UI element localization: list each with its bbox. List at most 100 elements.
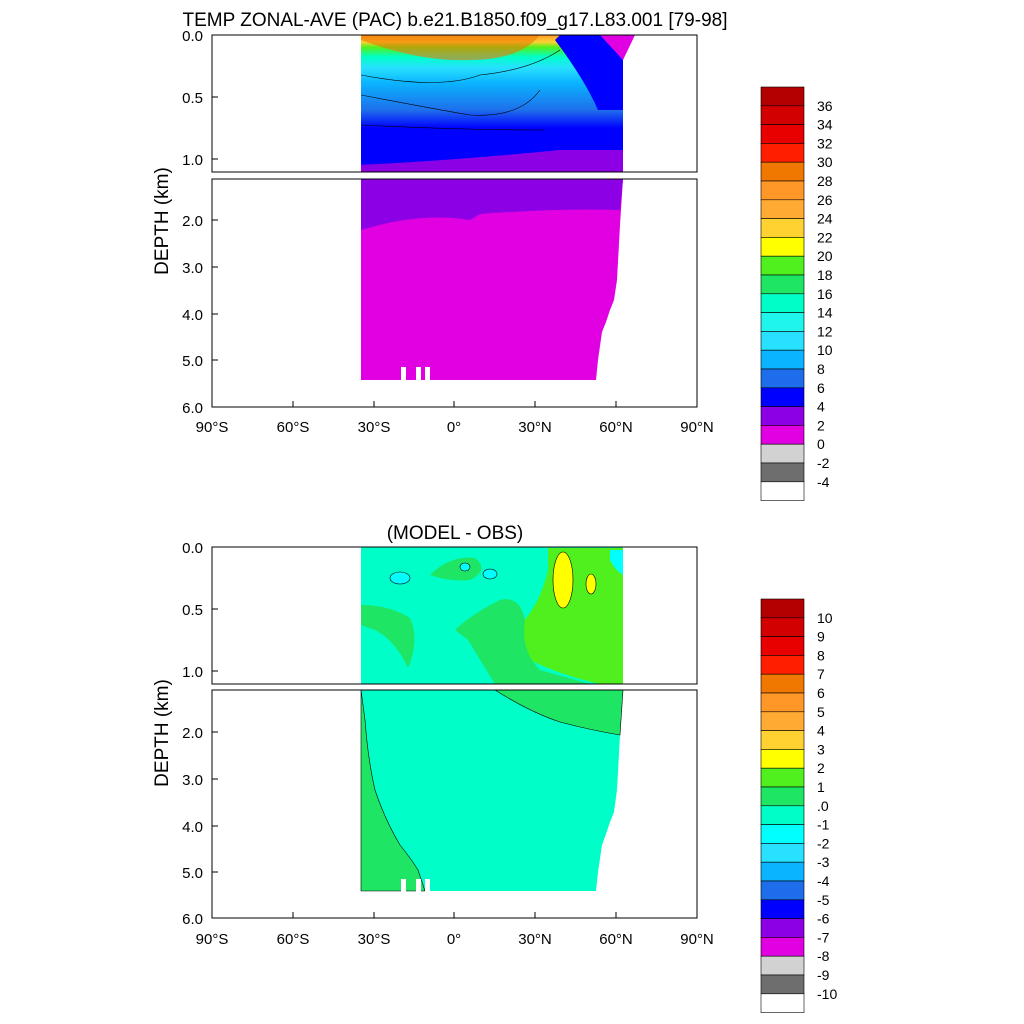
diff-ytick-5: 4.0 [182,819,203,836]
diff-colorbar-swatch [760,880,805,901]
temp-colorbar-swatch [760,274,805,295]
diff-colorbar-label: -3 [817,854,830,870]
temp-colorbar-swatch [760,349,805,370]
temp-colorbar-label: 20 [817,248,833,264]
diff-colorbar-label: -7 [817,929,830,945]
diff-colorbar-swatch [760,805,805,825]
temp-colorbar-swatch [760,481,805,501]
temp-colorbar-label: 24 [817,211,833,227]
temp-colorbar-swatch [760,255,805,276]
diff-colorbar-label: -9 [817,967,830,983]
temp-colorbar-swatch [760,218,805,238]
diff-colorbar-swatch [760,974,805,995]
diff-colorbar-swatch [760,824,805,844]
diff-colorbar-label: 10 [817,610,833,626]
temp-colorbar-label: 6 [817,380,825,396]
temp-colorbar-label: 28 [817,173,833,189]
diff-ylabel: DEPTH (km) [152,679,173,787]
temp-colorbar-swatch [760,161,805,182]
temp-colorbar-label: 34 [817,117,833,133]
temp-xtick-2: 30°S [358,419,391,436]
diff-colorbar-swatch [760,843,805,863]
temp-colorbar-label: -4 [817,474,830,490]
temp-colorbar-label: 8 [817,361,825,377]
diff-ytick-4: 3.0 [182,772,203,789]
temp-colorbar-swatch [760,199,805,219]
diff-xtick-6: 90°N [680,931,714,948]
temp-ylabel: DEPTH (km) [152,167,173,275]
temp-colorbar-swatch [760,462,805,483]
temp-colorbar-swatch [760,180,805,201]
diff-colorbar-label: -2 [817,835,830,851]
diff-colorbar-swatch [760,598,805,619]
temp-colorbar-label: 4 [817,399,825,415]
temp-upper-panel [211,34,698,173]
diff-upper-panel [211,546,698,685]
diff-colorbar-label: 1 [817,779,825,795]
temp-colorbar-label: 12 [817,323,833,339]
temp-colorbar-label: 30 [817,154,833,170]
diff-xtick-3: 0° [447,931,461,948]
temp-x-ticks: 90°S 60°S 30°S 0° 30°N 60°N 90°N [196,401,714,436]
diff-ytick-0: 0.0 [182,540,203,557]
temp-colorbar-swatch [760,368,805,389]
diff-colorbar-label: 6 [817,685,825,701]
temp-colorbar-label: 36 [817,98,833,114]
diff-colorbar-swatch [760,692,805,713]
diff-y-ticks: 0.0 0.5 1.0 2.0 3.0 4.0 5.0 6.0 [182,540,218,928]
diff-colorbar-swatch [760,730,805,750]
diff-colorbar: 10 9 8 7 6 5 4 3 2 1 .0 -1 -2 -3 -4 -5 -6 -7 -8 -9 -10 [760,598,837,1013]
temp-colorbar-swatch [760,124,805,144]
diff-colorbar-swatch [760,655,805,675]
temp-colorbar-swatch [760,331,805,351]
diff-xtick-5: 60°N [599,931,633,948]
diff-x-ticks: 90°S 60°S 30°S 0° 30°N 60°N 90°N [196,912,714,948]
diff-colorbar-label: -8 [817,948,830,964]
temp-upper-field [360,35,635,172]
diff-xtick-1: 60°S [277,931,310,948]
diff-colorbar-swatch [760,767,805,788]
diff-colorbar-label: -4 [817,873,830,889]
temp-y-ticks: 0.0 0.5 1.0 2.0 3.0 4.0 5.0 6.0 [182,28,218,417]
temp-colorbar-label: 2 [817,417,825,433]
diff-colorbar-label: 5 [817,704,825,720]
temp-colorbar-label: 16 [817,286,833,302]
diff-colorbar-label: -1 [817,817,830,833]
temp-xtick-6: 90°N [680,419,714,436]
temp-ytick-7: 6.0 [182,400,203,417]
diff-colorbar-swatch [760,993,805,1013]
diff-ytick-3: 2.0 [182,725,203,742]
temp-xtick-0: 90°S [196,419,229,436]
temp-colorbar-swatch [760,293,805,313]
diff-xtick-0: 90°S [196,931,229,948]
temp-chart-title: TEMP ZONAL-AVE (PAC) b.e21.B1850.f09_g17… [183,10,728,31]
temp-xtick-3: 0° [447,419,461,436]
diff-colorbar-label: 9 [817,629,825,645]
diff-colorbar-swatch [760,861,805,882]
temp-colorbar-label: 0 [817,436,825,452]
temp-colorbar-swatch [760,387,805,407]
temp-chart: TEMP ZONAL-AVE (PAC) b.e21.B1850.f09_g17… [152,10,833,501]
temp-colorbar-label: 18 [817,267,833,283]
temp-xtick-1: 60°S [277,419,310,436]
diff-xtick-4: 30°N [518,931,552,948]
temp-xtick-5: 60°N [599,419,633,436]
diff-colorbar-swatch [760,786,805,807]
diff-upper-field [361,547,623,684]
temp-colorbar-label: 14 [817,305,833,321]
temp-colorbar-label: -2 [817,455,830,471]
temp-lower-field [361,179,623,381]
temp-colorbar-swatch [760,105,805,125]
diff-colorbar-swatch [760,918,805,938]
diff-colorbar-swatch [760,749,805,769]
diff-colorbar-swatch [760,955,805,976]
temp-ytick-3: 2.0 [182,213,203,230]
temp-colorbar-label: 26 [817,192,833,208]
diff-colorbar-swatch [760,617,805,637]
temp-colorbar-swatch [760,86,805,107]
diff-colorbar-swatch [760,636,805,656]
diff-xtick-2: 30°S [358,931,391,948]
temp-colorbar-label: 10 [817,342,833,358]
